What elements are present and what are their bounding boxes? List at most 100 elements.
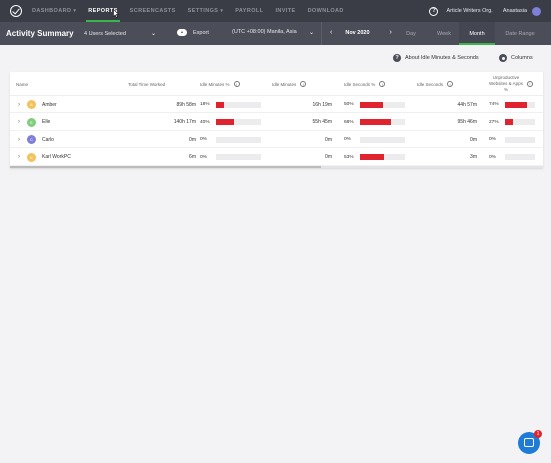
chevron-down-icon: ⌄ [308, 30, 314, 36]
export-button[interactable]: Export [177, 29, 209, 36]
idle-seconds-cell: 95h 46m [457, 119, 477, 125]
question-icon: ? [393, 54, 401, 62]
chat-launcher-button[interactable]: 1 [518, 430, 542, 454]
logo-icon[interactable] [10, 5, 22, 17]
idle-minutes-pct-bar [216, 136, 261, 143]
tab-month[interactable]: Month [459, 22, 495, 45]
expand-row-icon[interactable]: › [18, 101, 20, 108]
table-row: › K Karl WorkPC 6m 0% 0m 53% 3m 0% [10, 149, 543, 166]
table-row: › C Carlo 0m 0% 0m 0% 0m 0% [10, 131, 543, 148]
notification-badge: 1 [534, 430, 542, 438]
expand-row-icon[interactable]: › [18, 154, 20, 160]
idle-minutes-pct-cell: 0% [200, 137, 207, 142]
total-time-cell: 140h 17m [173, 119, 196, 125]
total-time-cell: 0m [189, 136, 196, 143]
table-row: › E Elle 140h 17m 40% 55h 45m 68% 95h 46m 27% [10, 114, 543, 131]
idle-seconds-pct-cell: 0% [344, 137, 351, 142]
bar-fill [360, 154, 384, 160]
timezone-dropdown[interactable]: (UTC +08:00) Manila, Asia ⌄ [232, 29, 314, 36]
info-icon[interactable]: i [526, 81, 533, 87]
header-unproductive[interactable]: Unproductive Websites & Apps % i [489, 72, 533, 96]
nav-reports[interactable]: REPORTS [86, 0, 121, 22]
top-nav: DASHBOARD ▾ REPORTS SCREENCASTS SETTINGS ▾… [0, 0, 551, 22]
header-idle-seconds[interactable]: Idle Seconds i [417, 72, 454, 96]
chevron-right-icon[interactable]: › [389, 29, 392, 36]
header-idle-minutes-pct[interactable]: Idle Minutes % i [200, 72, 240, 96]
avatar: K [27, 149, 36, 166]
report-header: Activity Summary 4 Users Selected ⌄ Expo… [0, 22, 551, 45]
unproductive-pct-bar [505, 119, 535, 125]
bar-fill [360, 101, 383, 108]
nav-settings[interactable]: SETTINGS ▾ [187, 8, 224, 14]
nav-payroll[interactable]: PAYROLL [235, 8, 264, 14]
user-menu[interactable]: Anastasia [503, 6, 541, 16]
unproductive-pct-cell: 0% [489, 137, 496, 142]
about-idle-link[interactable]: ? About Idle Minutes & Seconds [393, 54, 479, 62]
nav-screencasts[interactable]: SCREENCASTS [129, 8, 176, 14]
avatar: A [27, 96, 36, 113]
org-selector[interactable]: Article Writers Org. [446, 8, 493, 14]
mouse-cursor-icon [113, 9, 119, 18]
tab-week[interactable]: Week [437, 30, 451, 37]
nav-invite[interactable]: INVITE [275, 8, 296, 14]
activity-table: Name Total Time Worked Idle Minutes % i I… [10, 72, 543, 168]
unproductive-pct-cell: 27% [489, 119, 499, 125]
expand-row-icon[interactable]: › [18, 136, 20, 143]
user-name[interactable]: Carlo [42, 136, 54, 143]
avatar: C [27, 131, 36, 148]
idle-seconds-pct-bar [360, 101, 405, 108]
expand-row-icon[interactable]: › [18, 119, 20, 125]
bar-fill [505, 119, 514, 125]
tab-date-range[interactable]: Date Range [505, 30, 535, 37]
chevron-down-icon: ▾ [220, 8, 224, 14]
date-navigator: ‹ Nov 2020 › [330, 29, 392, 36]
header-name[interactable]: Name [16, 81, 29, 87]
user-name[interactable]: Karl WorkPC [42, 154, 71, 160]
chevron-down-icon: ⌄ [150, 31, 156, 37]
table-row: › A Amber 89h 58m 18% 16h 19m 50% 44h 57m 74% [10, 96, 543, 113]
unproductive-pct-bar [505, 136, 535, 143]
idle-minutes-cell: 0m [325, 136, 332, 143]
chevron-left-icon[interactable]: ‹ [330, 29, 333, 36]
idle-seconds-pct-bar [360, 154, 405, 160]
nav-dashboard[interactable]: DASHBOARD ▾ [32, 8, 77, 14]
tab-day[interactable]: Day [406, 30, 416, 37]
info-icon[interactable]: i [300, 81, 307, 87]
help-icon[interactable]: ? [429, 6, 439, 16]
user-name[interactable]: Elle [42, 119, 51, 125]
chevron-down-icon: ▾ [73, 8, 77, 14]
info-icon[interactable]: i [379, 81, 386, 87]
avatar [532, 6, 541, 16]
header-idle-seconds-pct[interactable]: Idle Seconds % i [344, 72, 386, 96]
bar-fill [505, 101, 528, 108]
cloud-download-icon [177, 29, 187, 36]
gear-icon [499, 54, 507, 62]
idle-minutes-pct-bar [216, 101, 261, 108]
user-name[interactable]: Amber [42, 101, 57, 108]
idle-seconds-pct-cell: 53% [344, 154, 354, 160]
idle-minutes-pct-cell: 18% [200, 102, 210, 107]
unproductive-pct-bar [505, 154, 535, 160]
idle-seconds-pct-bar [360, 136, 405, 143]
columns-button[interactable]: Columns [499, 54, 533, 62]
info-icon[interactable]: i [447, 81, 454, 87]
nav-right: ? Article Writers Org. Anastasia [429, 0, 541, 22]
users-select-dropdown[interactable]: 4 Users Selected ⌄ [84, 30, 156, 38]
idle-minutes-cell: 16h 19m [312, 101, 332, 108]
idle-seconds-pct-cell: 68% [344, 119, 354, 125]
idle-minutes-cell: 55h 45m [312, 119, 332, 125]
avatar: E [27, 114, 36, 131]
horizontal-scrollbar[interactable] [10, 166, 543, 168]
date-label: Nov 2020 [345, 29, 370, 36]
scrollbar-thumb[interactable] [10, 166, 321, 168]
idle-seconds-cell: 44h 57m [457, 101, 477, 108]
idle-minutes-pct-bar [216, 154, 261, 160]
idle-minutes-cell: 0m [325, 154, 332, 160]
header-idle-minutes[interactable]: Idle Minutes i [272, 72, 307, 96]
info-icon[interactable]: i [233, 81, 240, 87]
bar-fill [216, 101, 225, 108]
header-total-time[interactable]: Total Time Worked [128, 81, 166, 87]
idle-seconds-cell: 3m [470, 154, 477, 160]
nav-download[interactable]: DOWNLOAD [307, 8, 344, 14]
idle-seconds-pct-cell: 50% [344, 102, 354, 107]
